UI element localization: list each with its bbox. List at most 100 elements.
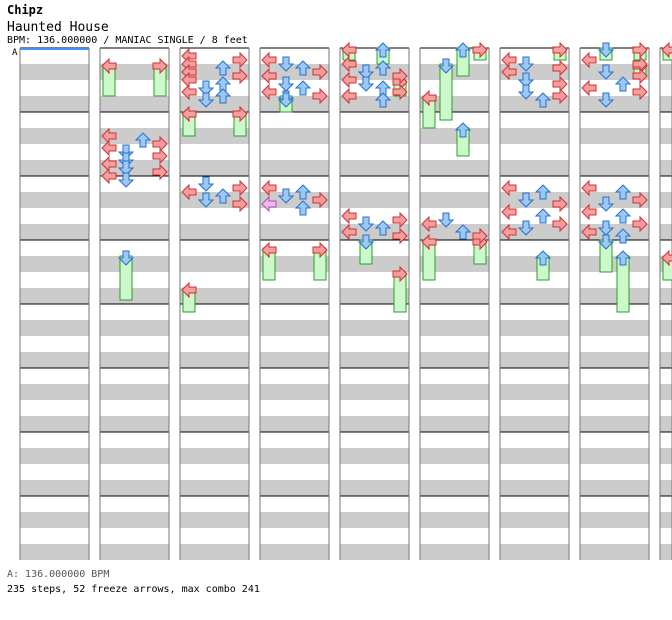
beat-stripe <box>180 320 249 336</box>
beat-stripe <box>580 352 649 368</box>
beat-stripe <box>20 224 89 240</box>
beat-stripe <box>660 544 672 560</box>
beat-stripe <box>20 480 89 496</box>
beat-stripe <box>340 128 409 144</box>
beat-stripe <box>660 480 672 496</box>
down-arrow-note <box>597 42 615 58</box>
beat-stripe <box>100 256 169 272</box>
beat-stripe <box>180 192 249 208</box>
beat-stripe <box>260 192 329 208</box>
beat-stripe <box>660 96 672 112</box>
beat-stripe <box>20 512 89 528</box>
beat-stripe <box>340 320 409 336</box>
down-arrow-note <box>117 160 135 176</box>
left-arrow-note <box>421 233 437 251</box>
up-arrow-note <box>294 60 312 76</box>
up-arrow-note <box>374 42 392 58</box>
beat-stripe <box>500 64 569 80</box>
left-arrow-note <box>181 83 197 101</box>
beat-stripe <box>20 352 89 368</box>
up-arrow-note <box>614 208 632 224</box>
left-arrow-note <box>581 179 597 197</box>
beat-stripe <box>420 128 489 144</box>
beat-stripe <box>100 384 169 400</box>
beat-stripe <box>340 480 409 496</box>
left-arrow-note <box>261 83 277 101</box>
beat-stripe <box>180 64 249 80</box>
beat-stripe <box>20 384 89 400</box>
down-arrow-note <box>517 192 535 208</box>
beat-stripe <box>420 224 489 240</box>
song-artist: Chipz <box>7 3 44 17</box>
beat-stripe <box>100 192 169 208</box>
beat-stripe <box>500 352 569 368</box>
beat-stripe <box>500 256 569 272</box>
down-arrow-note <box>357 64 375 80</box>
beat-stripe <box>500 544 569 560</box>
down-arrow-note <box>517 56 535 72</box>
beat-stripe <box>580 320 649 336</box>
beat-stripe <box>20 160 89 176</box>
beat-stripe <box>340 288 409 304</box>
beat-stripe <box>100 96 169 112</box>
left-arrow-note <box>661 41 672 59</box>
beat-stripe <box>580 192 649 208</box>
beat-stripe <box>660 64 672 80</box>
right-arrow-note <box>392 211 408 229</box>
beat-stripe <box>100 320 169 336</box>
down-arrow-note <box>117 250 135 266</box>
up-arrow-note <box>294 184 312 200</box>
beat-stripe <box>420 416 489 432</box>
beat-stripe <box>420 160 489 176</box>
right-arrow-note <box>552 87 568 105</box>
beat-stripe <box>100 224 169 240</box>
right-arrow-note <box>232 51 248 69</box>
up-arrow-note <box>454 224 472 240</box>
up-arrow-note <box>374 92 392 108</box>
beat-stripe <box>420 512 489 528</box>
down-arrow-note <box>117 172 135 188</box>
beat-stripe <box>340 416 409 432</box>
beat-stripe <box>500 448 569 464</box>
beat-stripe <box>420 352 489 368</box>
beat-stripe <box>500 480 569 496</box>
left-arrow-note <box>261 51 277 69</box>
beat-stripe <box>20 64 89 80</box>
left-arrow-note <box>581 203 597 221</box>
beat-stripe <box>580 256 649 272</box>
beat-stripe <box>500 416 569 432</box>
beat-stripe <box>340 352 409 368</box>
up-arrow-note <box>614 250 632 266</box>
beat-stripe <box>580 384 649 400</box>
right-arrow-note <box>392 227 408 245</box>
right-arrow-note <box>232 67 248 85</box>
beat-stripe <box>500 128 569 144</box>
beat-stripe <box>580 224 649 240</box>
beat-stripe <box>340 224 409 240</box>
down-arrow-note <box>197 176 215 192</box>
up-arrow-note <box>534 208 552 224</box>
left-arrow-note <box>581 79 597 97</box>
beat-stripe <box>100 352 169 368</box>
beat-stripe <box>580 128 649 144</box>
left-arrow-note <box>261 195 277 213</box>
beat-stripe <box>180 384 249 400</box>
beat-stripe <box>660 384 672 400</box>
beat-stripe <box>100 512 169 528</box>
beat-stripe <box>20 320 89 336</box>
beat-stripe <box>260 544 329 560</box>
beat-stripe <box>660 416 672 432</box>
down-arrow-note <box>197 192 215 208</box>
beat-stripe <box>580 64 649 80</box>
left-arrow-note <box>341 207 357 225</box>
right-arrow-note <box>392 67 408 85</box>
beat-stripe <box>100 416 169 432</box>
beat-stripe <box>180 224 249 240</box>
beat-stripe <box>420 480 489 496</box>
beat-stripe <box>20 416 89 432</box>
up-arrow-note <box>614 76 632 92</box>
beat-stripe <box>20 448 89 464</box>
beat-stripe <box>100 480 169 496</box>
right-arrow-note <box>232 179 248 197</box>
up-arrow-note <box>534 184 552 200</box>
